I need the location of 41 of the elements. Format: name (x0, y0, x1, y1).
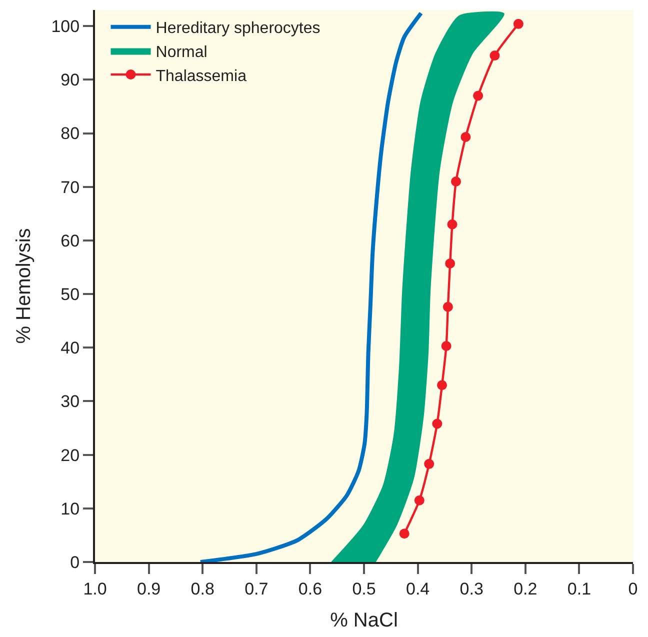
x-tick-label: 0.3 (460, 579, 484, 598)
y-tick-label: 60 (60, 231, 80, 250)
legend-label: Normal (156, 44, 208, 61)
legend-label: Hereditary spherocytes (156, 20, 320, 38)
x-tick-label: 0.9 (136, 579, 161, 598)
y-axis-title: % Hemolysis (13, 228, 36, 344)
legend-label: Thalassemia (156, 68, 247, 85)
point (451, 176, 461, 186)
x-tick-label: 0.4 (406, 579, 430, 598)
point (424, 458, 434, 469)
point (460, 132, 471, 142)
x-axis-title: % NaCl (330, 609, 398, 632)
x-tick-label: 0.7 (244, 579, 268, 598)
point (447, 219, 458, 230)
point (432, 418, 442, 429)
y-tick-label: 20 (60, 446, 80, 465)
x-tick-label: 0.6 (298, 579, 322, 598)
point (441, 341, 452, 352)
point (437, 380, 448, 390)
x-tick-label: 0 (628, 579, 638, 598)
y-tick-label: 10 (60, 499, 80, 518)
point (442, 302, 453, 312)
point (399, 528, 410, 539)
x-tick-label: 1.0 (83, 579, 107, 598)
x-tick-label: 0.5 (352, 579, 376, 598)
point (513, 18, 524, 29)
y-tick-label: 50 (60, 284, 80, 304)
x-tick-label: 0.1 (567, 579, 592, 598)
point (414, 495, 424, 506)
point (490, 50, 500, 61)
y-tick-label: 40 (60, 338, 80, 358)
y-tick-label: 70 (60, 178, 80, 197)
y-tick-label: 90 (60, 70, 80, 90)
point (445, 258, 456, 268)
y-tick-label: 30 (60, 392, 80, 412)
x-tick-label: 0.8 (190, 579, 214, 598)
point (473, 90, 484, 101)
x-tick-label: 0.2 (514, 579, 538, 598)
y-tick-label: 80 (60, 124, 80, 144)
y-tick-label: 100 (51, 17, 80, 36)
y-tick-label: 0 (70, 552, 80, 572)
